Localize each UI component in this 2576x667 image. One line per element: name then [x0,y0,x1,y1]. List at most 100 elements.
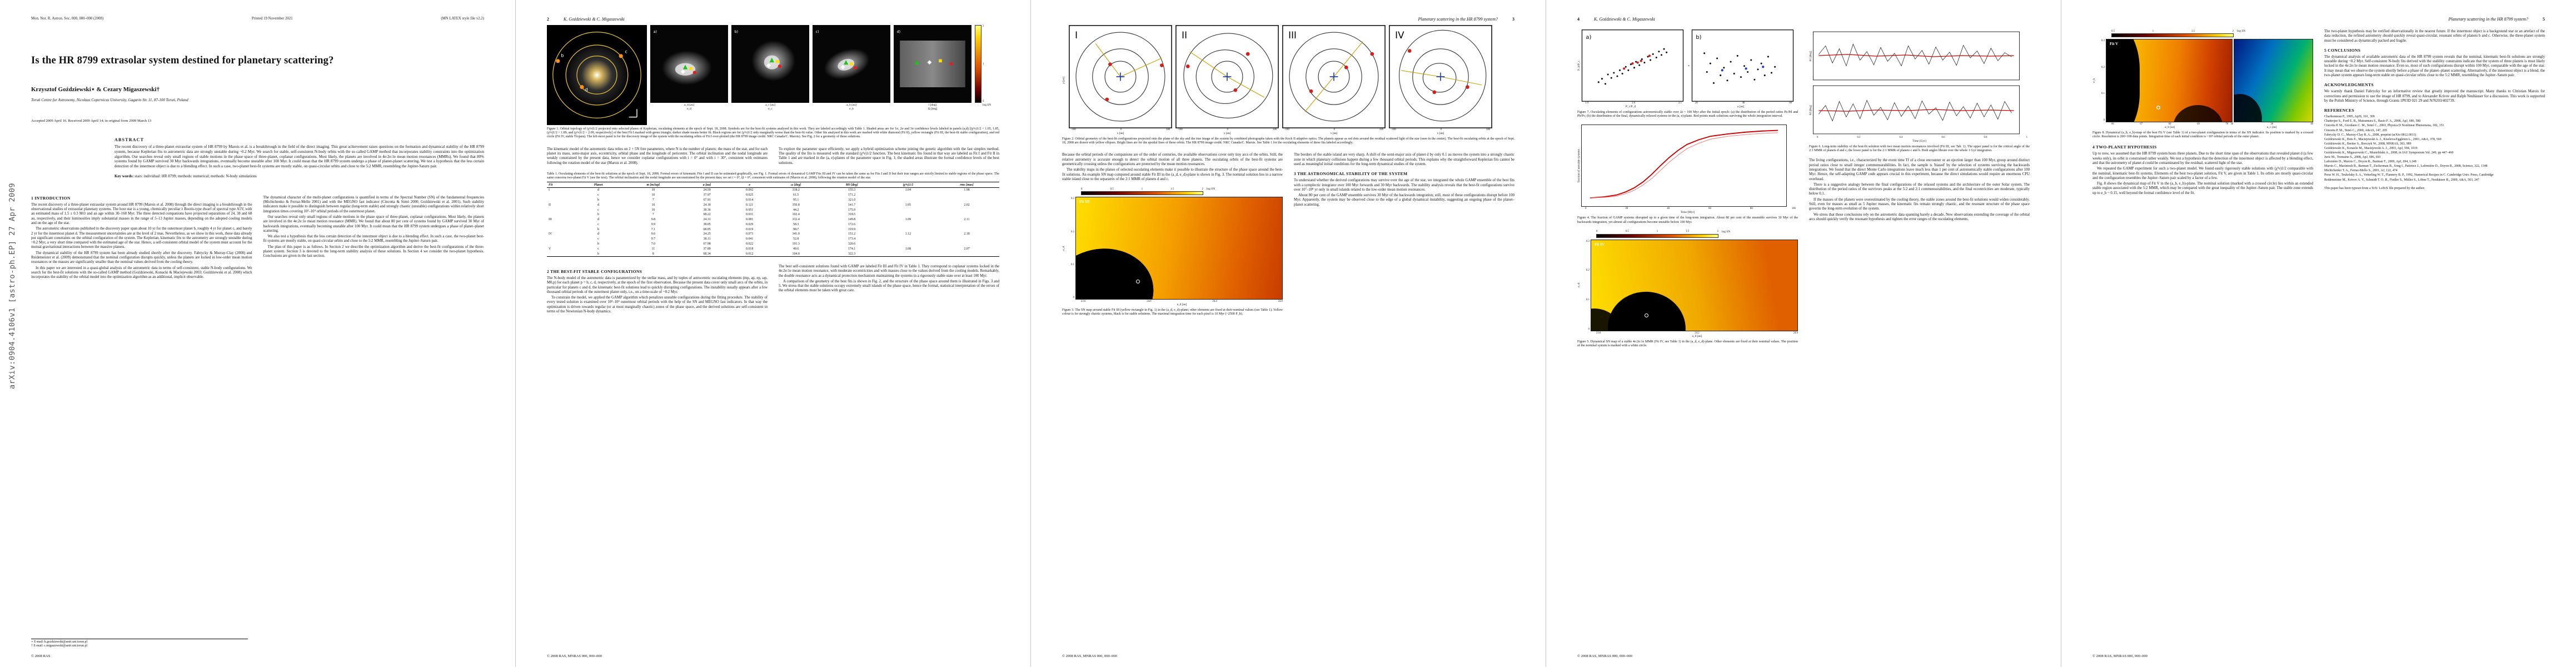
item-entry: 0 [1120,128,1122,131]
item-entry: 0.2 [1586,269,1590,272]
table-cell: c [597,237,599,241]
table-1: Fit Planet m [mJup] a [au] e ω [deg] M0 [deg](… [547,182,999,257]
table-cell: 0.029 [746,222,754,226]
item-entry: 0.1 [1586,298,1590,302]
body-columns: Because the orbital periods of the compa… [1062,153,1514,322]
planet-b-dot [556,59,560,63]
table-cell: 7 [652,213,654,217]
table-cell: 68.05 [703,227,711,231]
item-entry: 0.3 [1071,197,1074,201]
p3-col2b-entry: About 80 per cent of the GAMP ensemble s… [1294,193,1514,207]
figure-6-caption: Figure 6. Long-term stability of the bes… [1809,145,2030,153]
table-cell: 10 [651,188,655,192]
svg-text:d: d [585,87,587,92]
intro-columns: 1 INTRODUCTION The recent discovery of a… [31,196,484,281]
reference-list-entry: Juric M., Tremaine S., 2008, ApJ, 686, 6… [2324,156,2381,160]
svg-text:a): a) [1586,34,1591,41]
table-cell: 44.2 [793,208,799,212]
page-footer: © 2008 RAS, MNRAS 000, 000–000 [1062,654,1117,658]
p3-col2a: The borders of the stable island are ver… [1294,153,1514,167]
section-5-heading: 5 CONCLUSIONS [2324,47,2361,53]
col-left: 0.5 1 1.5 2 log SN e_b 0.3 0.2 0.1 0 Fit V [2092,29,2313,197]
table-cell: 0.012 [746,252,754,256]
p3-col1: Because the orbital periods of the compa… [1062,153,1283,182]
reference-list-entry: Goździewski K., Migaszewski C., Musieliń… [2324,151,2454,155]
figure-1: b c d [547,25,999,140]
reference-list-entry: Goździewski K., Bois E., Maciejewski A. … [2324,137,2442,141]
sec2-col2-entry: The best self-consistent solutions found… [779,264,999,278]
item-entry: 1.5 [1686,230,1690,233]
chi2-map-c: c) [813,25,890,103]
table-cell: 1.12 [905,232,911,236]
item-entry: 0 [1817,136,1818,139]
table-cell: 2.18 [964,232,970,236]
reference-list-entry: Marois C., Macintosh B., Barman T., Zuck… [2324,165,2488,168]
figure-1-panel-d: d) i [deg] Ω [deg] [894,25,971,111]
table-cell: 68.34 [703,252,711,256]
running-title: K. Goździewski & C. Migaszewski [564,17,625,22]
item-entry: 2 [1202,187,1203,191]
orbit-panel-IV: IV [1389,25,1492,128]
table-cell: c [597,222,599,226]
table-cell: b [597,213,599,217]
nominal-fit-marker [2156,106,2160,109]
svg-text:II: II [1182,29,1187,41]
planet-c-dot [619,54,623,58]
section-1-heading: 1 INTRODUCTION [31,195,71,201]
sn-map-fit3: Fit III [1075,197,1283,300]
page-5: Planetary scattering in the HR 8799 syst… [2061,0,2576,667]
table-cell [547,207,575,212]
table-cell: c [597,247,599,251]
running-head: Mon. Not. R. Astron. Soc. 000, 000–000 (… [31,17,484,21]
table-header-cell: M0 [deg] [821,182,882,188]
svg-text:d): d) [897,29,901,34]
colorbar [2111,33,2234,37]
p3-col1-entry: Because the orbital periods of the compa… [1062,153,1283,166]
table-cell: 8 [652,252,654,256]
authors: Krzysztof Goździewski⋆ & Cezary Migaszew… [31,86,160,93]
intro-col2-entry: The dynamical character of the multi-pla… [263,195,485,213]
item-entry: -100 [1284,128,1289,131]
table-1-caption: Table 1. Osculating elements of the best… [547,172,999,180]
body-columns: 0.5 1 1.5 2 log SN e_b 0.3 0.2 0.1 0 Fit V [2092,29,2545,197]
column-left: 1 INTRODUCTION The recent discovery of a… [31,196,252,281]
table-cell [882,222,934,227]
col-left-entry: The kinematic model of the astrometric d… [547,147,768,165]
item-entry: 0 [983,100,984,103]
item-entry: 0.5 [1110,187,1114,191]
table-cell: 0.031 [746,213,754,217]
sn-map-fit5: Fit V [2106,39,2233,122]
col-left: The kinematic model of the astrometric d… [547,147,768,167]
table-header-cell: rms [mas] [934,182,999,188]
item-entry: 24.2 [1695,331,1700,335]
table-row: II d 10 24.18 0.121 350.8 141.7 1.05 2.02 [547,202,999,207]
reference-list-entry: Cincotta P. M., Giordano C. M., Simó C.,… [2324,124,2444,128]
acknowledgments-text-entry: We warmly thank Daniel Fabrycky for an i… [2324,89,2545,103]
table-cell [934,198,999,203]
page-footer: © 2008 RAS, MNRAS 000, 000–000 [547,654,602,658]
item-entry: 70 [2225,123,2229,126]
col-left: Because the orbital periods of the compa… [1062,153,1283,322]
chi2-map-b: b) [731,25,809,103]
fig6-panel-bottom [1813,83,2020,136]
table-cell: 102.4 [792,213,800,217]
table-cell: 9.7 [651,237,656,241]
p4-col2-entry: If the masses of the planets were overes… [1809,197,2030,211]
abstract-block: ABSTRACT The recent discovery of a three… [114,137,484,169]
p4-col2: The living configurations, i.e., charact… [1809,158,2030,222]
figure-1-panel-b: b) a_c [au] e_c [731,25,809,111]
p5-col2-pre: The two-planet hypothesis may be verifie… [2324,29,2545,43]
table-cell: 67.91 [703,198,711,202]
pre-table-columns: The kinematic model of the astrometric d… [547,147,999,167]
svg-text:IV: IV [1395,29,1404,41]
table-row: c 9.7 38.11 0.041 52.8 173.4 [547,237,999,242]
item-entry: 0 [1596,230,1598,233]
keywords-text: stars: individual: HR 8799; methods: num… [134,173,257,178]
table-cell: 95.1 [793,198,799,202]
sec2-col1-entry: The N-body model of the astrometric data… [547,276,768,294]
reference-list-entry: Press W. H., Teukolsky S. A., Vetterling… [2324,173,2494,177]
sn-map-fit4: Fit IV [1591,239,1798,331]
table-cell: V [549,247,551,251]
table-cell: 1.08 [905,247,911,251]
table-cell: 0.025 [746,193,754,197]
